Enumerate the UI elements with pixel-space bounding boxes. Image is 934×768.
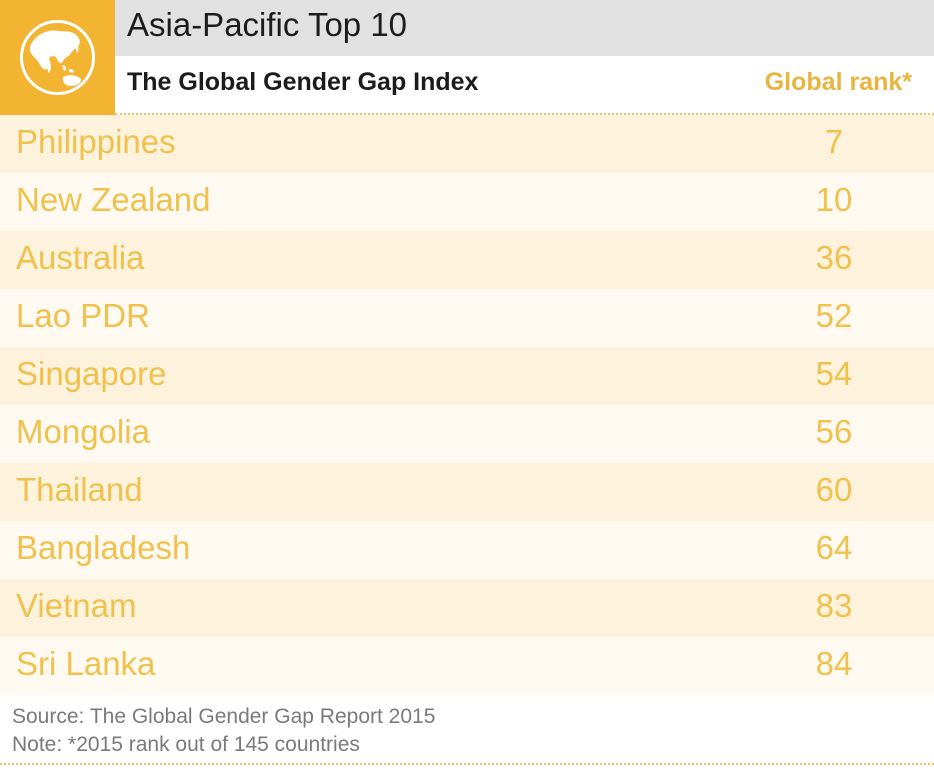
country-name: Mongolia xyxy=(16,413,150,450)
table-row: Lao PDR 52 xyxy=(0,289,934,347)
global-rank: 7 xyxy=(824,123,844,160)
country-name: Philippines xyxy=(16,123,176,160)
source-note: Source: The Global Gender Gap Report 201… xyxy=(12,705,436,728)
country-name: Australia xyxy=(16,239,145,276)
country-name: Singapore xyxy=(16,355,167,392)
country-name: New Zealand xyxy=(16,181,211,218)
global-rank: 84 xyxy=(815,645,853,682)
globe-asia-icon xyxy=(20,20,95,95)
global-rank: 60 xyxy=(815,471,853,508)
country-name: Lao PDR xyxy=(16,297,150,334)
footnote: Note: *2015 rank out of 145 countries xyxy=(12,733,360,756)
page-title: Asia-Pacific Top 10 xyxy=(127,6,408,43)
global-rank: 83 xyxy=(815,587,853,624)
table-row: Vietnam 83 xyxy=(0,579,934,637)
footer: Source: The Global Gender Gap Report 201… xyxy=(0,697,934,768)
rank-column-header: Global rank* xyxy=(764,68,912,96)
table-row: Bangladesh 64 xyxy=(0,521,934,579)
header: Asia-Pacific Top 10 The Global Gender Ga… xyxy=(0,0,934,115)
country-name: Sri Lanka xyxy=(16,645,156,682)
global-rank: 52 xyxy=(815,297,853,334)
icon-box xyxy=(0,0,115,115)
global-rank: 36 xyxy=(815,239,853,276)
title-bar: Asia-Pacific Top 10 xyxy=(115,0,934,56)
table-row: Thailand 60 xyxy=(0,463,934,521)
global-rank: 64 xyxy=(815,529,853,566)
table-row: Mongolia 56 xyxy=(0,405,934,463)
table-row: Australia 36 xyxy=(0,231,934,289)
table-row: Philippines 7 xyxy=(0,115,934,173)
country-name: Bangladesh xyxy=(16,529,191,566)
global-rank: 10 xyxy=(815,181,853,218)
table-row: Singapore 54 xyxy=(0,347,934,405)
table-row: New Zealand 10 xyxy=(0,173,934,231)
country-name: Thailand xyxy=(16,471,143,508)
subtitle-bar: The Global Gender Gap Index Global rank* xyxy=(115,56,934,115)
global-rank: 54 xyxy=(815,355,853,392)
footer-divider xyxy=(0,763,934,765)
page-subtitle: The Global Gender Gap Index xyxy=(127,68,479,96)
table-row: Sri Lanka 84 xyxy=(0,637,934,695)
global-rank: 56 xyxy=(815,413,853,450)
country-name: Vietnam xyxy=(16,587,137,624)
ranking-table: Philippines 7 New Zealand 10 Australia 3… xyxy=(0,115,934,695)
